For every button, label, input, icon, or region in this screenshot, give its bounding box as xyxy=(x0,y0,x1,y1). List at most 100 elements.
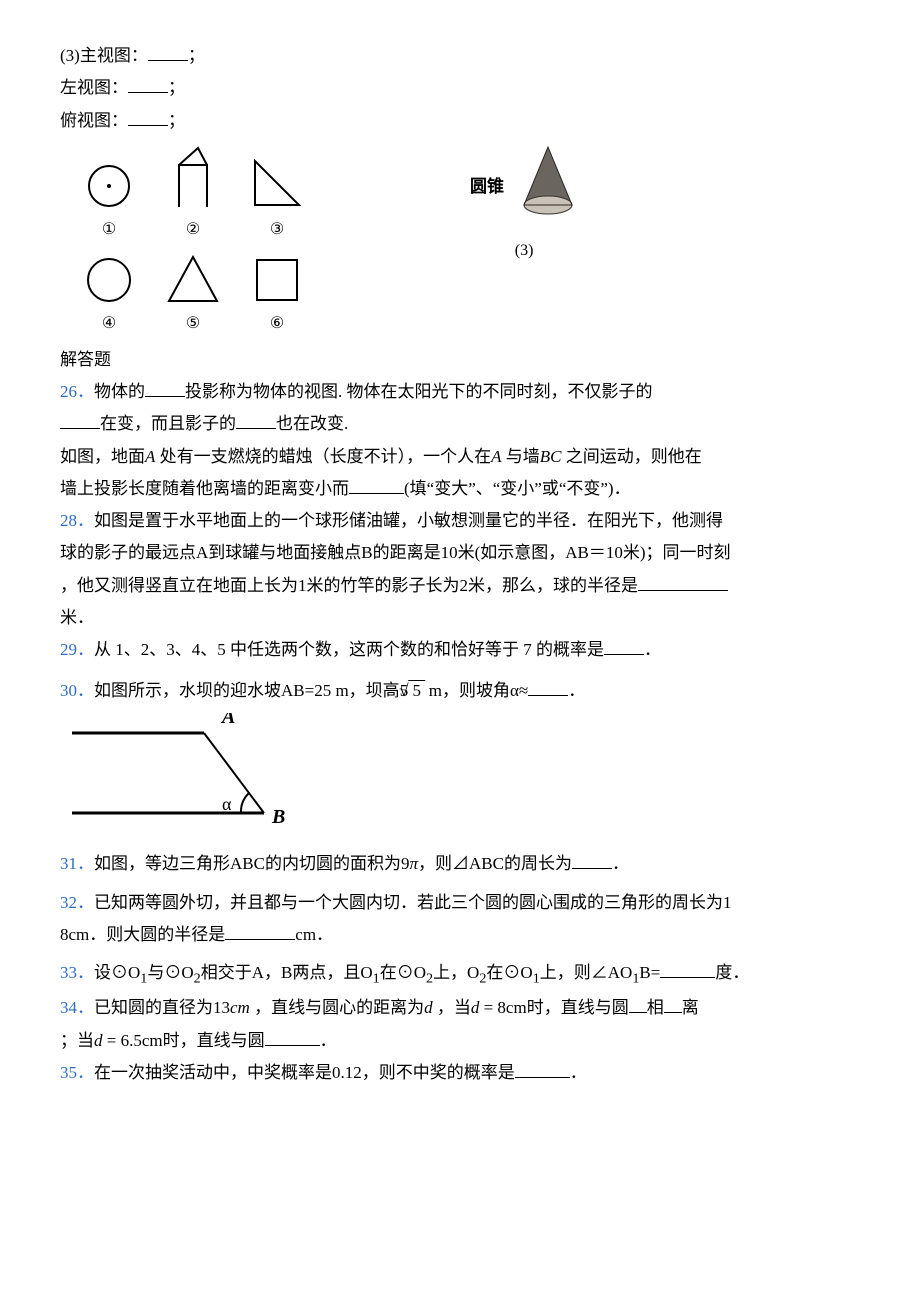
text: 如图，地面 xyxy=(60,447,145,466)
text: m，则坡角α≈ xyxy=(425,681,529,700)
shapes-and-cone-row: ① ② ③ ④ xyxy=(60,137,920,340)
text: ． xyxy=(320,1031,337,1050)
text: cm． xyxy=(295,925,333,944)
blank xyxy=(572,850,612,870)
text: (3)主视图： xyxy=(60,46,148,65)
eq-eq: = xyxy=(103,1031,121,1050)
q26-line2: 在变，而且影子的也在改变. xyxy=(60,408,920,440)
text: ． xyxy=(568,681,585,700)
blank xyxy=(664,994,682,1014)
blank xyxy=(236,410,276,430)
q27-line2: 墙上投影长度随着他离墙的距离变小而 (填“变大”、“变小”或“不变”)． xyxy=(60,473,920,505)
text: 在⊙O xyxy=(486,963,532,982)
blank xyxy=(265,1026,320,1046)
text: ； xyxy=(168,78,185,97)
cone-icon xyxy=(518,143,578,221)
text: 俯视图： xyxy=(60,111,128,130)
q30-number: 30． xyxy=(60,681,94,700)
text: ． xyxy=(612,854,629,873)
eq-lhs: d xyxy=(94,1031,103,1050)
blank xyxy=(528,676,568,696)
shape-6-square-icon xyxy=(252,255,302,305)
shape-2-prism-icon xyxy=(168,145,218,211)
cone-block: 圆锥 (3) xyxy=(470,143,578,267)
blank xyxy=(128,106,168,126)
blank xyxy=(128,74,168,94)
blank xyxy=(515,1058,570,1078)
shape-2-label: ② xyxy=(162,215,224,245)
text: 时，直线与圆 xyxy=(163,1031,265,1050)
text: ； xyxy=(188,46,205,65)
math-9pi: 9π xyxy=(401,854,418,873)
blank xyxy=(349,474,404,494)
text: 也在改变. xyxy=(276,414,348,433)
blank xyxy=(629,994,647,1014)
text: 物体的 xyxy=(94,382,145,401)
q32-number: 32． xyxy=(60,893,94,912)
text: ． xyxy=(570,1063,587,1082)
q31-line: 31．如图，等边三角形ABC的内切圆的面积为9π，则⊿ABC的周长为． xyxy=(60,848,920,880)
text: ，当 xyxy=(433,998,471,1017)
sub: 2 xyxy=(426,971,433,987)
q3-left-view-line: 左视图： ； xyxy=(60,72,920,104)
six-shapes-grid: ① ② ③ ④ xyxy=(60,137,340,340)
shape-6-label: ⑥ xyxy=(246,309,308,339)
blank xyxy=(638,571,728,591)
eq-rhs: 8cm xyxy=(497,998,526,1017)
q30-line: 30．如图所示，水坝的迎水坡AB=25 m，坝高5 5 √ m，则坡角α≈． xyxy=(60,675,920,707)
text: 左视图： xyxy=(60,78,128,97)
text: ，直线与圆心的距离为 xyxy=(250,998,424,1017)
text: 投影称为物体的视图. 物体在太阳光下的不同时刻，不仅影子的 xyxy=(185,382,653,401)
label-B: B xyxy=(271,806,285,828)
q34-number: 34． xyxy=(60,998,94,1017)
shape-3-right-triangle-icon xyxy=(249,155,305,211)
sub: 1 xyxy=(373,971,380,987)
q32-line2: 8cm．则大圆的半径是 cm． xyxy=(60,919,920,951)
text: 如图，等边三角形ABC的内切圆的面积为 xyxy=(94,854,401,873)
sub: 2 xyxy=(194,971,201,987)
italic-A2: A xyxy=(491,447,501,466)
text: 在一次抽奖活动中，中奖概率是0.12，则不中奖的概率是 xyxy=(94,1063,515,1082)
q28-line2: 球的影子的最远点A到球罐与地面接触点B的距离是10米(如示意图，AB＝10米)；… xyxy=(60,537,920,569)
blank xyxy=(660,958,715,978)
q33-number: 33． xyxy=(60,963,94,982)
q28-line4: 米． xyxy=(60,602,920,634)
q29-number: 29． xyxy=(60,640,94,659)
text: 相交于A，B两点，且O xyxy=(201,963,373,982)
blank xyxy=(604,636,644,656)
text: 墙上投影长度随着他离墙的距离变小而 xyxy=(60,479,349,498)
q27-line1: 如图，地面A 处有一支燃烧的蜡烛（长度不计），一个人在A 与墙BC 之间运动，则… xyxy=(60,441,920,473)
text: 在⊙O xyxy=(380,963,426,982)
cone-figure xyxy=(518,143,578,232)
text: 从 1、2、3、4、5 中任选两个数，这两个数的和恰好等于 7 的概率是 xyxy=(94,640,604,659)
text: (填“变大”、“变小”或“不变”)． xyxy=(404,479,631,498)
cone-sub-label: (3) xyxy=(470,236,578,266)
text: 8cm．则大圆的半径是 xyxy=(60,925,225,944)
blank xyxy=(145,377,185,397)
unit: cm xyxy=(230,998,250,1017)
shape-1-circle-dot-icon xyxy=(84,161,134,211)
text: ；当 xyxy=(60,1031,94,1050)
shape-5-cell: ⑤ xyxy=(162,253,224,339)
text: 如图所示，水坝的迎水坡AB=25 m，坝高 xyxy=(94,681,400,700)
text: 上，O xyxy=(433,963,479,982)
val: 13 xyxy=(213,998,230,1017)
text: 米． xyxy=(60,608,94,627)
text: 如图是置于水平地面上的一个球形储油罐，小敏想测量它的半径．在阳光下，他测得 xyxy=(94,511,723,530)
italic-d: d xyxy=(424,998,433,1017)
dam-slope-icon: A α B xyxy=(64,713,294,833)
q34-line2: ；当d = 6.5cm时，直线与圆． xyxy=(60,1025,920,1057)
q34-line1: 34．已知圆的直径为13cm ，直线与圆心的距离为d ，当d = 8cm时，直线… xyxy=(60,992,920,1024)
q35-number: 35． xyxy=(60,1063,94,1082)
q29-line: 29．从 1、2、3、4、5 中任选两个数，这两个数的和恰好等于 7 的概率是 ． xyxy=(60,634,920,666)
shape-5-triangle-icon xyxy=(165,253,221,305)
text: B= xyxy=(639,963,660,982)
shape-3-cell: ③ xyxy=(246,155,308,245)
text: 设⊙O xyxy=(94,963,140,982)
italic-BC: BC xyxy=(540,447,562,466)
text: ． xyxy=(644,640,661,659)
cone-label: 圆锥 xyxy=(470,171,504,203)
q28-line3: ，他又测得竖直立在地面上长为1米的竹竿的影子长为2米，那么，球的半径是 xyxy=(60,570,920,602)
label-A: A xyxy=(220,713,235,728)
shape-1-label: ① xyxy=(78,215,140,245)
